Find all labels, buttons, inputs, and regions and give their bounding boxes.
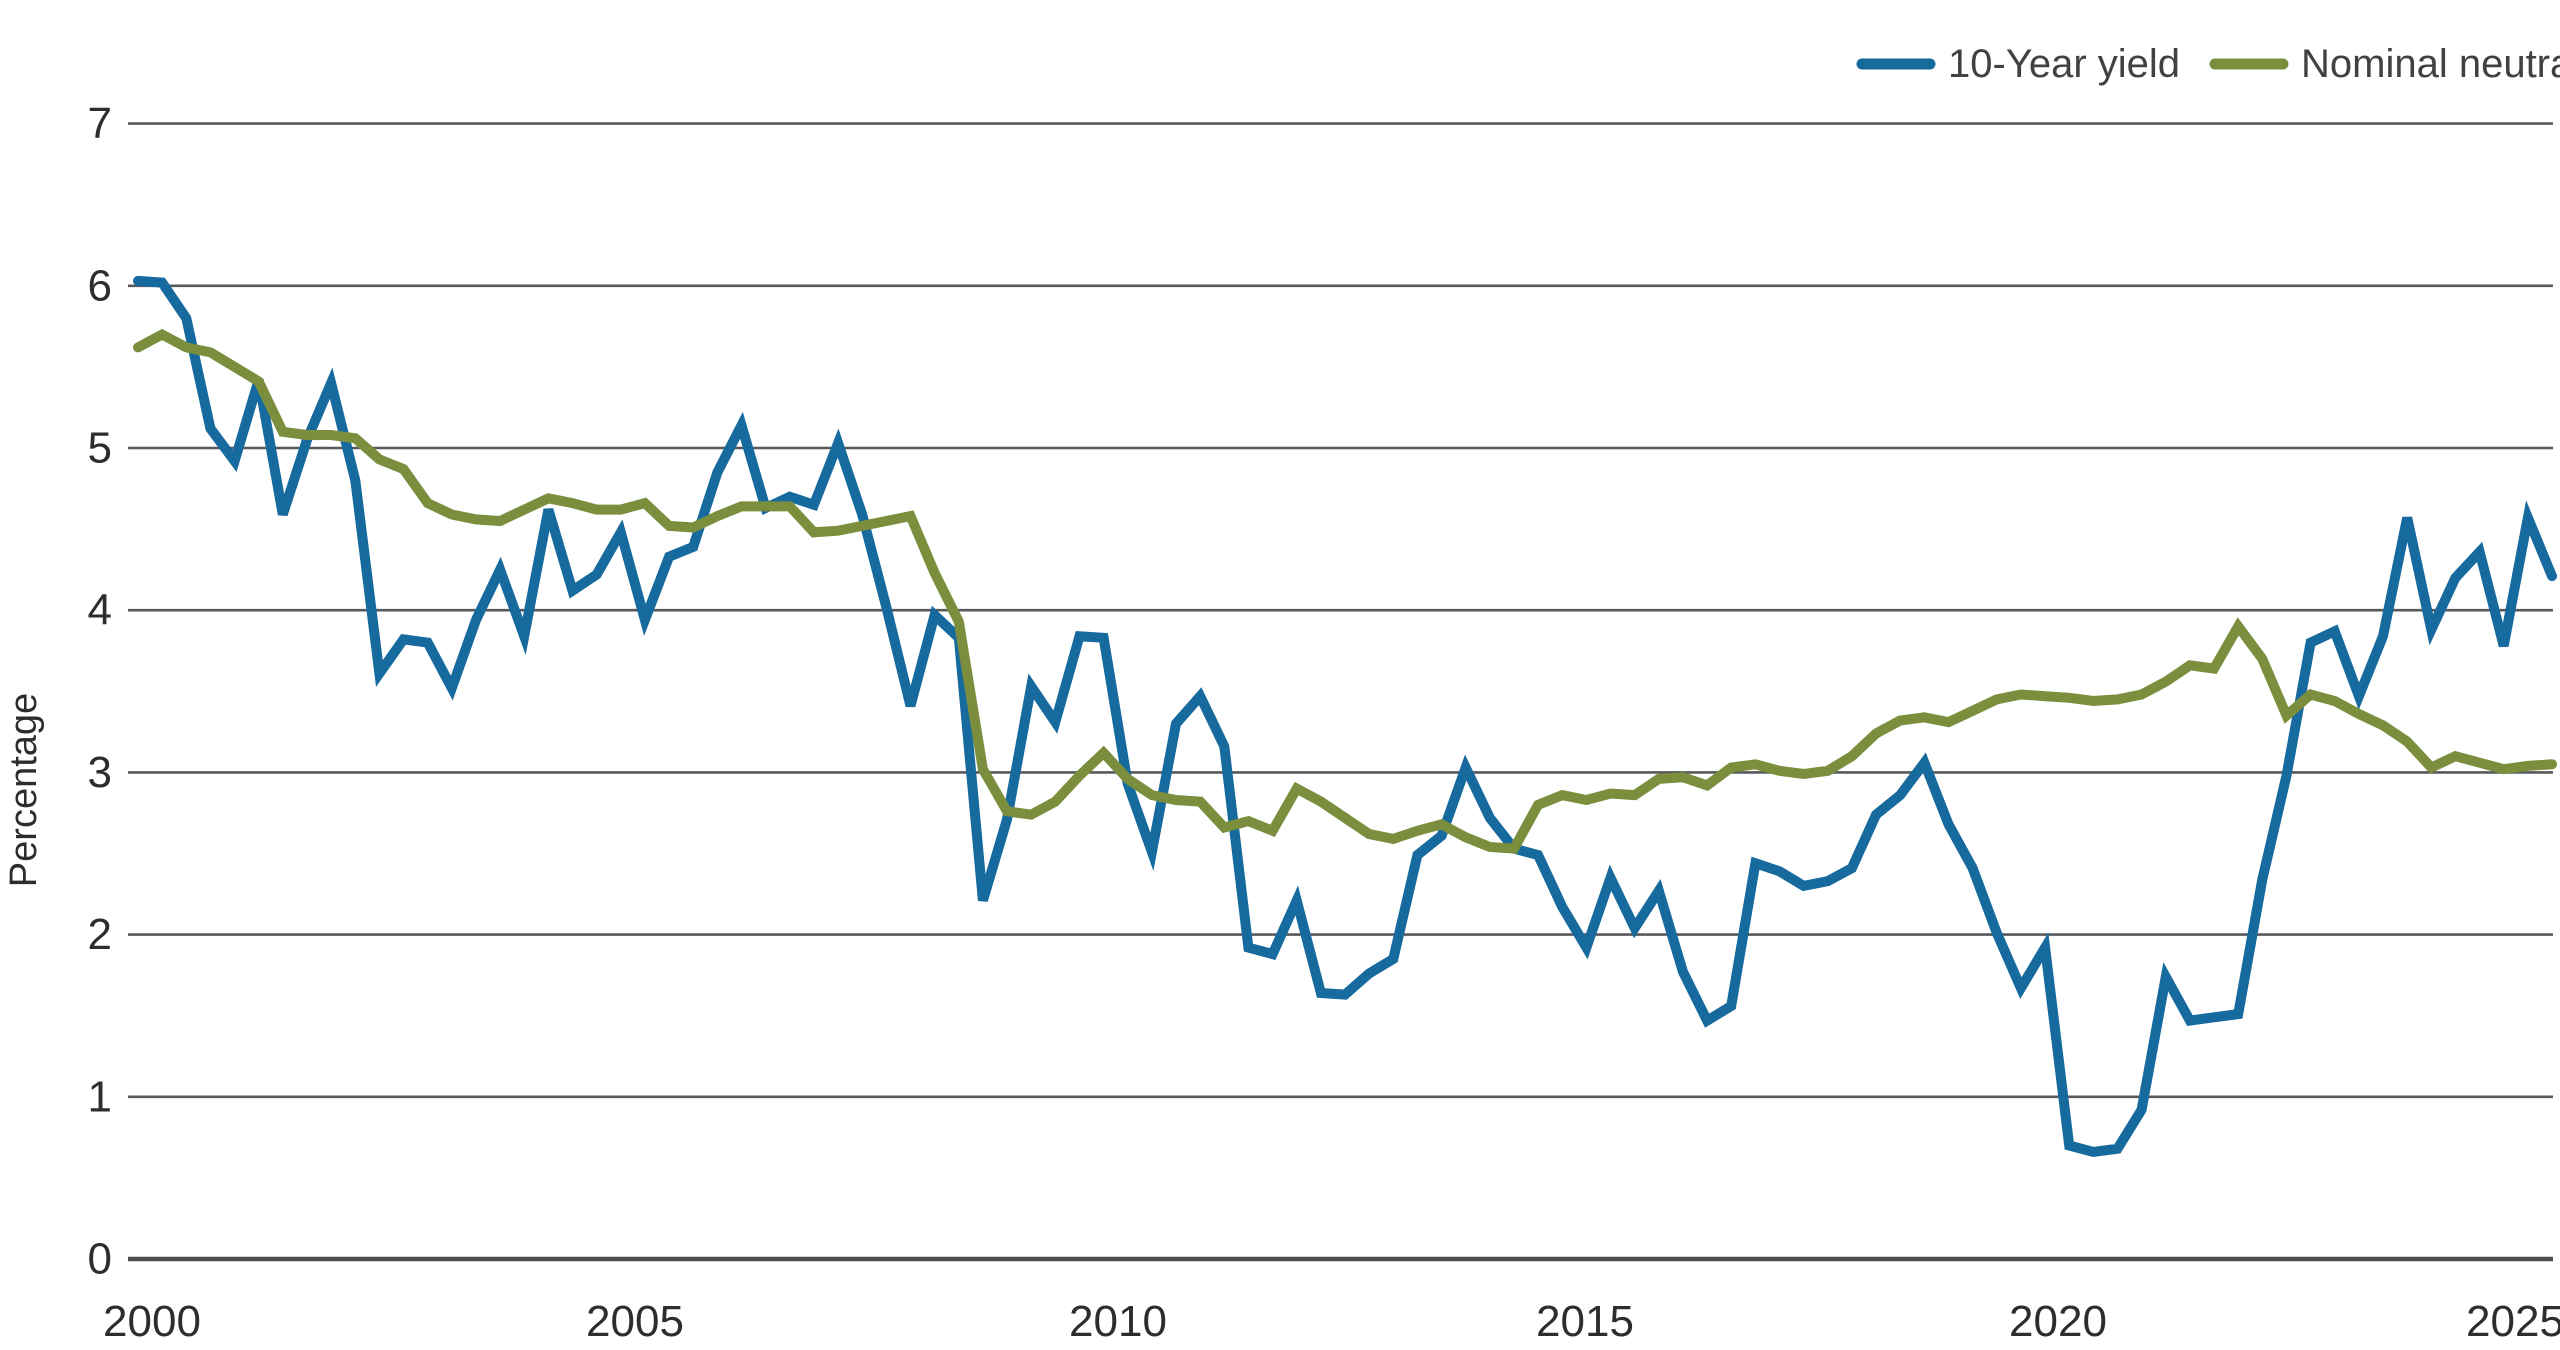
y-axis-title: Percentage (3, 693, 45, 887)
series-nominal-neutral (133, 328, 2557, 854)
y-axis-tick-labels: 0 1 2 3 4 5 6 7 (88, 99, 112, 1283)
gridlines (128, 122, 2553, 1262)
series-lines (133, 275, 2557, 1157)
y-tick-label: 6 (88, 261, 112, 310)
x-tick-label: 2015 (1536, 1297, 1634, 1346)
y-tick-label: 0 (88, 1235, 112, 1284)
y-tick-label: 5 (88, 424, 112, 473)
x-tick-label: 2020 (2009, 1297, 2107, 1346)
series-10-year-yield (133, 275, 2557, 1157)
legend-item: 10-Year yield (1856, 42, 2180, 86)
x-axis-tick-labels: 2000 2005 2010 2015 2020 2025 (103, 1297, 2560, 1346)
y-tick-label: 2 (88, 910, 112, 959)
y-tick-label: 3 (88, 748, 112, 797)
x-tick-label: 2000 (103, 1297, 201, 1346)
x-tick-label: 2010 (1069, 1297, 1167, 1346)
y-tick-label: 7 (88, 99, 112, 148)
legend-label: Nominal neutral (2301, 42, 2560, 86)
legend-label: 10-Year yield (1948, 42, 2180, 86)
x-tick-label: 2025 (2466, 1297, 2560, 1346)
y-tick-label: 4 (88, 586, 112, 635)
legend: 10-Year yield Nominal neutral (1856, 42, 2560, 86)
x-tick-label: 2005 (586, 1297, 684, 1346)
legend-item: Nominal neutral (2209, 42, 2560, 86)
y-tick-label: 1 (88, 1072, 112, 1121)
